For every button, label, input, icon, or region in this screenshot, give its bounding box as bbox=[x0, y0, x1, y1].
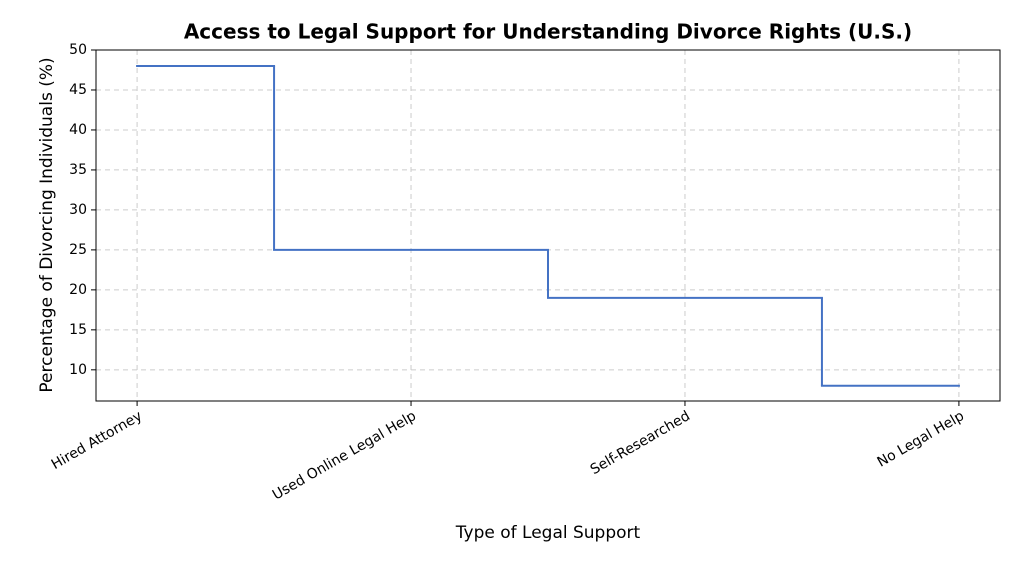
y-tick-label: 15 bbox=[69, 322, 87, 338]
y-tick-label: 45 bbox=[69, 82, 87, 98]
y-tick-label: 25 bbox=[69, 242, 87, 258]
x-tick-label: Hired Attorney bbox=[49, 408, 145, 473]
y-tick-label: 40 bbox=[69, 122, 87, 138]
y-tick-label: 50 bbox=[69, 42, 87, 58]
y-tick-label: 20 bbox=[69, 282, 87, 298]
plot-frame bbox=[95, 49, 1001, 402]
x-tick-label: Used Online Legal Help bbox=[270, 408, 419, 503]
chart-title: Access to Legal Support for Understandin… bbox=[184, 20, 912, 44]
y-tick-label: 35 bbox=[69, 162, 87, 178]
x-tick-label: Self-Researched bbox=[588, 408, 693, 478]
y-tick-label: 30 bbox=[69, 202, 87, 218]
x-axis-label: Type of Legal Support bbox=[455, 523, 641, 543]
y-axis-label: Percentage of Divorcing Individuals (%) bbox=[37, 57, 57, 392]
y-tick-label: 10 bbox=[69, 362, 87, 378]
x-tick-label: No Legal Help bbox=[875, 408, 967, 471]
